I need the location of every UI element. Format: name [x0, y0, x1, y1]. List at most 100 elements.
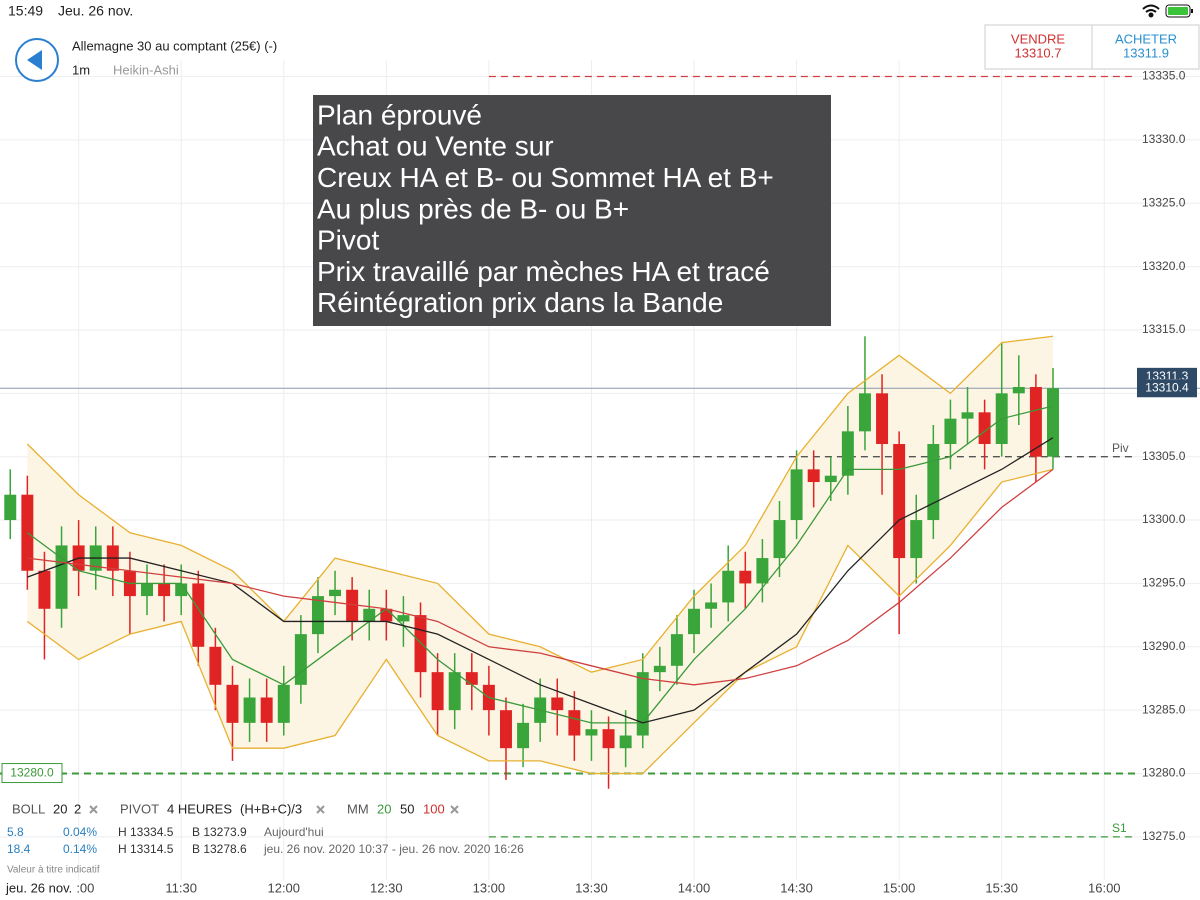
stat-value: H 13314.5 [118, 842, 174, 856]
candle-body [243, 697, 256, 723]
annotation-line: Au plus près de B- ou B+ [317, 193, 629, 224]
candle-body [175, 583, 188, 597]
stat-value: H 13334.5 [118, 825, 174, 839]
stat-value: 18.4 [7, 842, 31, 856]
back-button[interactable] [15, 38, 59, 82]
axis-date: jeu. 26 nov. [5, 880, 72, 895]
y-tick-label: 13305.0 [1142, 449, 1186, 463]
legend-param: 2 [74, 801, 81, 816]
x-tick-label: 14:30 [780, 880, 813, 895]
x-tick-label: 11:30 [165, 880, 197, 895]
legend-name[interactable]: PIVOT [120, 801, 159, 816]
candle-body [978, 412, 991, 445]
disclaimer: Valeur à titre indicatif [7, 865, 100, 876]
y-tick-label: 13335.0 [1142, 69, 1186, 83]
indicator-legend: BOLL 20 2 PIVOT 4 HEURES (H+B+C)/3 MM 20… [12, 801, 459, 816]
annotation-line: Creux HA et B- ou Sommet HA et B+ [317, 162, 774, 193]
interval[interactable]: 1m [72, 62, 90, 77]
y-tick-label: 13295.0 [1142, 576, 1186, 590]
annotation-line: Réintégration prix dans la Bande [317, 287, 723, 318]
candle-body [602, 729, 615, 749]
wifi-icon [1142, 4, 1160, 18]
chart-style[interactable]: Heikin-Ashi [113, 62, 179, 77]
candle-body [585, 729, 598, 736]
annotation-line: Plan éprouvé [317, 99, 482, 130]
sell-price[interactable]: 13310.7 [1015, 45, 1062, 60]
sell-button[interactable]: VENDRE 13310.7 [1011, 31, 1066, 60]
battery-icon [1165, 4, 1193, 18]
buy-label[interactable]: ACHETER [1115, 31, 1177, 46]
candle-body [192, 583, 205, 647]
legend-param: 50 [400, 801, 414, 816]
stat-value: 0.04% [63, 825, 97, 839]
status-date: Jeu. 26 nov. [58, 3, 133, 19]
candle-body [414, 615, 427, 673]
overlay-line [26, 335, 1054, 673]
remove-icon[interactable] [316, 805, 325, 814]
candle-body [465, 672, 478, 685]
candle-body [380, 608, 393, 622]
stats: 5.8 0.04% H 13334.5 B 13273.9 Aujourd'hui 18.… [7, 825, 524, 856]
remove-icon[interactable] [89, 805, 98, 814]
candle-body [1012, 386, 1025, 394]
annotation-line: Achat ou Vente sur [317, 131, 554, 162]
overlay-line [27, 437, 1054, 724]
x-tick-label: 12:30 [370, 880, 403, 895]
legend-param: 20 [53, 801, 67, 816]
y-tick-label: 13315.0 [1142, 322, 1186, 336]
y-tick-label: 13325.0 [1142, 195, 1186, 209]
candle-body [158, 583, 171, 597]
candle-body [841, 431, 854, 476]
stat-value: 5.8 [7, 825, 24, 839]
candle-body [636, 672, 649, 736]
candle-body [209, 646, 222, 685]
legend-param: (H+B+C)/3 [240, 801, 302, 816]
candle-body [1047, 388, 1059, 457]
x-tick-label: 15:00 [883, 880, 916, 895]
price-tag-label: 13310.4 [1145, 380, 1189, 394]
candle-body [448, 672, 461, 711]
sell-label[interactable]: VENDRE [1011, 31, 1066, 46]
overlay-line [27, 468, 1054, 686]
status-time: 15:49 [8, 3, 43, 19]
candle-body [910, 520, 923, 559]
candle-body [311, 596, 324, 635]
remove-icon[interactable] [450, 805, 459, 814]
y-tick-label: 13275.0 [1142, 829, 1186, 843]
candle-body [807, 469, 820, 483]
stat-value: Aujourd'hui [264, 825, 324, 839]
candle-body [55, 545, 68, 609]
legend-param: 100 [423, 801, 445, 816]
buy-button[interactable]: ACHETER 13311.9 [1115, 31, 1177, 60]
legend-name[interactable]: MM [347, 801, 369, 816]
candle-body [260, 697, 273, 723]
axis-date-box [0, 878, 76, 900]
candle-body [722, 570, 735, 603]
annotation-line: Prix travaillé par mèches HA et tracé [317, 256, 770, 287]
candle-body [705, 602, 718, 609]
chart: Piv 13280.0 S1 13275.0 13280.0 13285.0 13290.0… [0, 60, 1200, 880]
overlay-line [26, 468, 1054, 775]
x-tick-label: 15:30 [985, 880, 1018, 895]
level-label: 13280.0 [10, 766, 54, 780]
buy-price[interactable]: 13311.9 [1123, 45, 1169, 60]
y-tick-label: 13290.0 [1142, 639, 1186, 653]
legend-param: 4 HEURES [167, 801, 232, 816]
level-tag [1, 763, 63, 784]
x-tick-label: 16:00 [1088, 880, 1121, 895]
candle-body [431, 672, 444, 711]
x-axis: 11:00 11:30 12:00 12:30 13:00 13:30 14:00 14:30… [63, 880, 1121, 895]
legend-name[interactable]: BOLL [12, 801, 45, 816]
candle-body [21, 494, 34, 571]
annotation-box [313, 95, 831, 326]
x-tick-label: 13:30 [575, 880, 608, 895]
candle-body [773, 520, 786, 559]
level-label: S1 [1112, 821, 1127, 835]
candle-body [824, 475, 837, 483]
candle-body [670, 634, 683, 666]
candle-body [141, 583, 153, 597]
instrument-name: Allemagne 30 au comptant (25€) (-) [72, 38, 277, 53]
stat-value: B 13273.9 [192, 825, 247, 839]
